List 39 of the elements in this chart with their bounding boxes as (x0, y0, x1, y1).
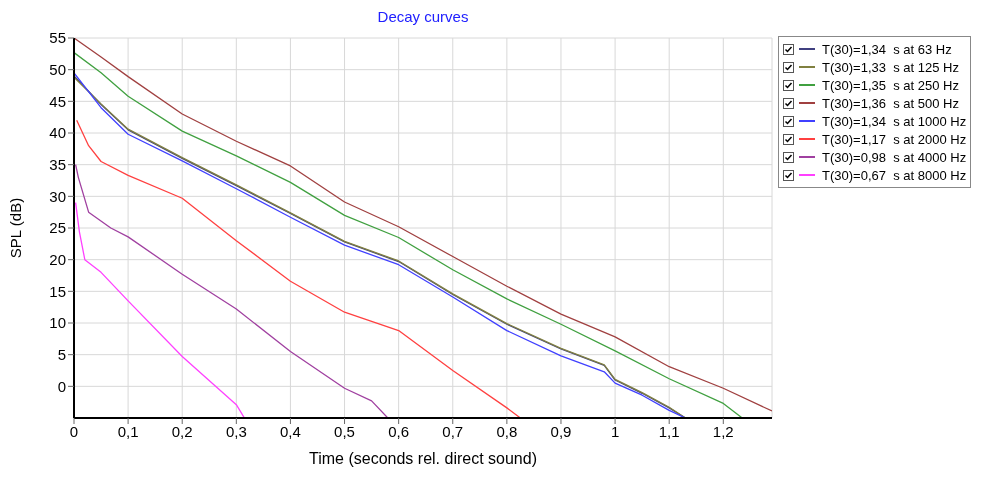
y-tick-label: 50 (49, 60, 66, 78)
legend-label: T(30)=1,33 s at 125 Hz (822, 59, 959, 75)
y-tick-label: 0 (57, 377, 66, 395)
x-tick-label: 0,2 (171, 422, 193, 440)
y-tick-label: 55 (49, 29, 66, 47)
legend-label: T(30)=0,98 s at 4000 Hz (822, 149, 967, 165)
y-tick-label: 30 (49, 187, 66, 205)
x-tick-label: 1,1 (658, 422, 680, 440)
x-tick-label: 0,6 (388, 422, 410, 440)
x-tick-label: 1,2 (712, 422, 734, 440)
legend-label: T(30)=1,17 s at 2000 Hz (822, 131, 967, 147)
y-tick-label: 45 (49, 92, 66, 110)
x-tick-label: 0,3 (225, 422, 247, 440)
y-tick-label: 25 (49, 219, 66, 237)
y-tick-label: 5 (57, 345, 66, 363)
legend-label: T(30)=0,67 s at 8000 Hz (822, 167, 967, 183)
legend-label: T(30)=1,36 s at 500 Hz (822, 95, 959, 111)
chart-title: Decay curves (376, 8, 470, 27)
line-series (76, 119, 522, 418)
x-tick-label: 0,9 (550, 422, 572, 440)
line-series (74, 202, 246, 418)
y-axis-title: SPL (dB) (7, 197, 25, 259)
x-tick-label: 0,4 (280, 422, 301, 440)
y-tick-label: 20 (49, 250, 66, 268)
y-tick-label: 40 (49, 124, 66, 142)
x-tick-label: 0,1 (117, 422, 139, 440)
x-tick-label: 0,7 (442, 422, 464, 440)
legend-label: T(30)=1,34 s at 63 Hz (822, 41, 952, 57)
y-tick-label: 10 (49, 314, 66, 332)
y-tick-label: 35 (49, 155, 66, 173)
x-tick-label: 0,8 (496, 422, 518, 440)
x-tick-label: 1 (610, 422, 620, 440)
x-tick-label: 0 (69, 422, 79, 440)
line-series (74, 164, 389, 418)
x-axis-title: Time (seconds rel. direct sound) (309, 450, 537, 467)
y-tick-label: 15 (49, 282, 66, 300)
legend-label: T(30)=1,35 s at 250 Hz (822, 77, 959, 93)
x-tick-label: 0,5 (334, 422, 355, 440)
legend-label: T(30)=1,34 s at 1000 Hz (822, 113, 967, 129)
